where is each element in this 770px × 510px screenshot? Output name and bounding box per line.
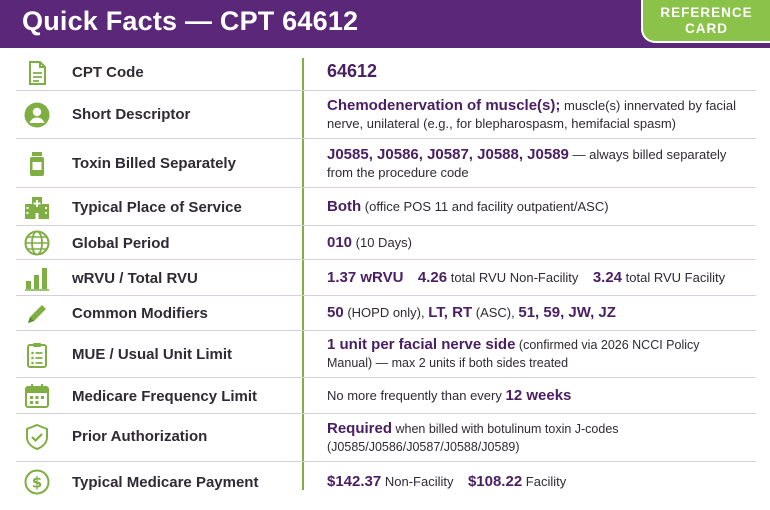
modifier-lt-rt-note: (ASC), (475, 305, 515, 320)
dollar-icon: $ (22, 467, 52, 497)
vial-icon (22, 149, 52, 179)
row-label: Prior Authorization (72, 428, 208, 445)
table-row: $ Typical Medicare Payment $142.37 Non-F… (16, 462, 756, 500)
row-label: Short Descriptor (72, 106, 191, 123)
nonfacility-payment: $142.37 (327, 473, 382, 490)
modifier-others: 51, 59, JW, JZ (518, 304, 616, 321)
row-value: $142.37 Non-Facility $108.22 Facility (327, 473, 747, 491)
nonfacility-payment-label: Non-Facility (384, 474, 454, 489)
value-text: No more frequently than every (327, 388, 502, 403)
value-text: (confirmed via 2026 NCCI Policy Manual) … (327, 338, 700, 370)
clipboard-icon (22, 340, 52, 370)
table-row: wRVU / Total RVU 1.37 wRVU 4.26 total RV… (16, 260, 756, 296)
facility-payment: $108.22 (467, 473, 523, 490)
value-bold: Both (327, 198, 362, 215)
row-value: 1.37 wRVU 4.26 total RVU Non-Facility 3.… (327, 269, 757, 287)
bar-chart-icon (22, 263, 52, 293)
column-divider (302, 58, 304, 490)
nonfacility-rvu-label: total RVU Non-Facility (450, 270, 579, 285)
row-label: MUE / Usual Unit Limit (72, 346, 233, 363)
calendar-icon (22, 381, 52, 411)
row-value: Required when billed with botulinum toxi… (327, 420, 747, 456)
facility-payment-label: Facility (525, 474, 567, 489)
value-bold: 010 (327, 234, 353, 251)
facility-rvu-label: total RVU Facility (625, 270, 726, 285)
row-value: No more frequently than every 12 weeks (327, 387, 747, 405)
row-value: 010 (10 Days) (327, 234, 747, 252)
hospital-icon (22, 192, 52, 222)
page-title: Quick Facts — CPT 64612 (22, 6, 359, 36)
row-value: 1 unit per facial nerve side (confirmed … (327, 336, 747, 372)
row-label: Medicare Frequency Limit (72, 388, 258, 405)
row-label: Common Modifiers (72, 305, 208, 322)
row-label: Toxin Billed Separately (72, 155, 236, 172)
facility-rvu-value: 3.24 (592, 269, 623, 286)
value-text: (10 Days) (355, 235, 413, 250)
value-text: — always billed separately from the proc… (327, 147, 727, 180)
value-text: when billed with botulinum toxin J-codes… (327, 422, 619, 454)
row-value: 64612 (327, 62, 747, 82)
table-row: Common Modifiers 50 (HOPD only), LT, RT … (16, 296, 756, 331)
value-text: (office POS 11 and facility outpatient/A… (364, 199, 609, 214)
table-row: MUE / Usual Unit Limit 1 unit per facial… (16, 331, 756, 378)
table-row: Toxin Billed Separately J0585, J0586, J0… (16, 139, 756, 188)
table-row: Prior Authorization Required when billed… (16, 414, 756, 462)
cpt-code: 64612 (327, 61, 378, 81)
pencil-icon (22, 299, 52, 329)
globe-icon (22, 228, 52, 258)
row-label: Typical Medicare Payment (72, 474, 259, 491)
modifier-lt-rt: LT, RT (428, 304, 473, 321)
table-row: Short Descriptor Chemodenervation of mus… (16, 91, 756, 139)
table-row: Medicare Frequency Limit No more frequen… (16, 378, 756, 414)
modifier-50: 50 (327, 304, 344, 321)
badge-line-2: CARD (685, 21, 728, 36)
table-row: Global Period 010 (10 Days) (16, 226, 756, 260)
document-icon (22, 58, 52, 88)
facts-table: CPT Code 64612 Short Descriptor Chemoden… (16, 55, 756, 500)
row-value: 50 (HOPD only), LT, RT (ASC), 51, 59, JW… (327, 304, 747, 322)
row-label: CPT Code (72, 64, 144, 81)
nonfacility-rvu-value: 4.26 (417, 269, 448, 286)
value-bold: 1 unit per facial nerve side (327, 336, 516, 353)
value-bold: J0585, J0586, J0587, J0588, J0589 (327, 146, 569, 163)
row-label: Typical Place of Service (72, 199, 242, 216)
row-value: Chemodenervation of muscle(s); muscle(s)… (327, 97, 747, 133)
wrvu-value: 1.37 wRVU (327, 269, 404, 286)
value-bold: Required (327, 420, 393, 437)
table-row: CPT Code 64612 (16, 55, 756, 91)
row-label: Global Period (72, 235, 170, 252)
value-bold: 12 weeks (505, 387, 572, 404)
person-icon (22, 100, 52, 130)
svg-text:$: $ (32, 474, 42, 492)
shield-check-icon (22, 422, 52, 452)
value-bold: Chemodenervation of muscle(s); (327, 97, 561, 114)
row-label: wRVU / Total RVU (72, 270, 198, 287)
value-text: muscle(s) innervated by facial nerve, un… (327, 98, 736, 131)
reference-card-badge: REFERENCE CARD (641, 0, 770, 43)
row-value: J0585, J0586, J0587, J0588, J0589 — alwa… (327, 146, 747, 182)
badge-line-1: REFERENCE (660, 5, 753, 20)
modifier-50-note: (HOPD only), (347, 305, 425, 320)
table-row: Typical Place of Service Both (office PO… (16, 188, 756, 226)
row-value: Both (office POS 11 and facility outpati… (327, 198, 747, 216)
